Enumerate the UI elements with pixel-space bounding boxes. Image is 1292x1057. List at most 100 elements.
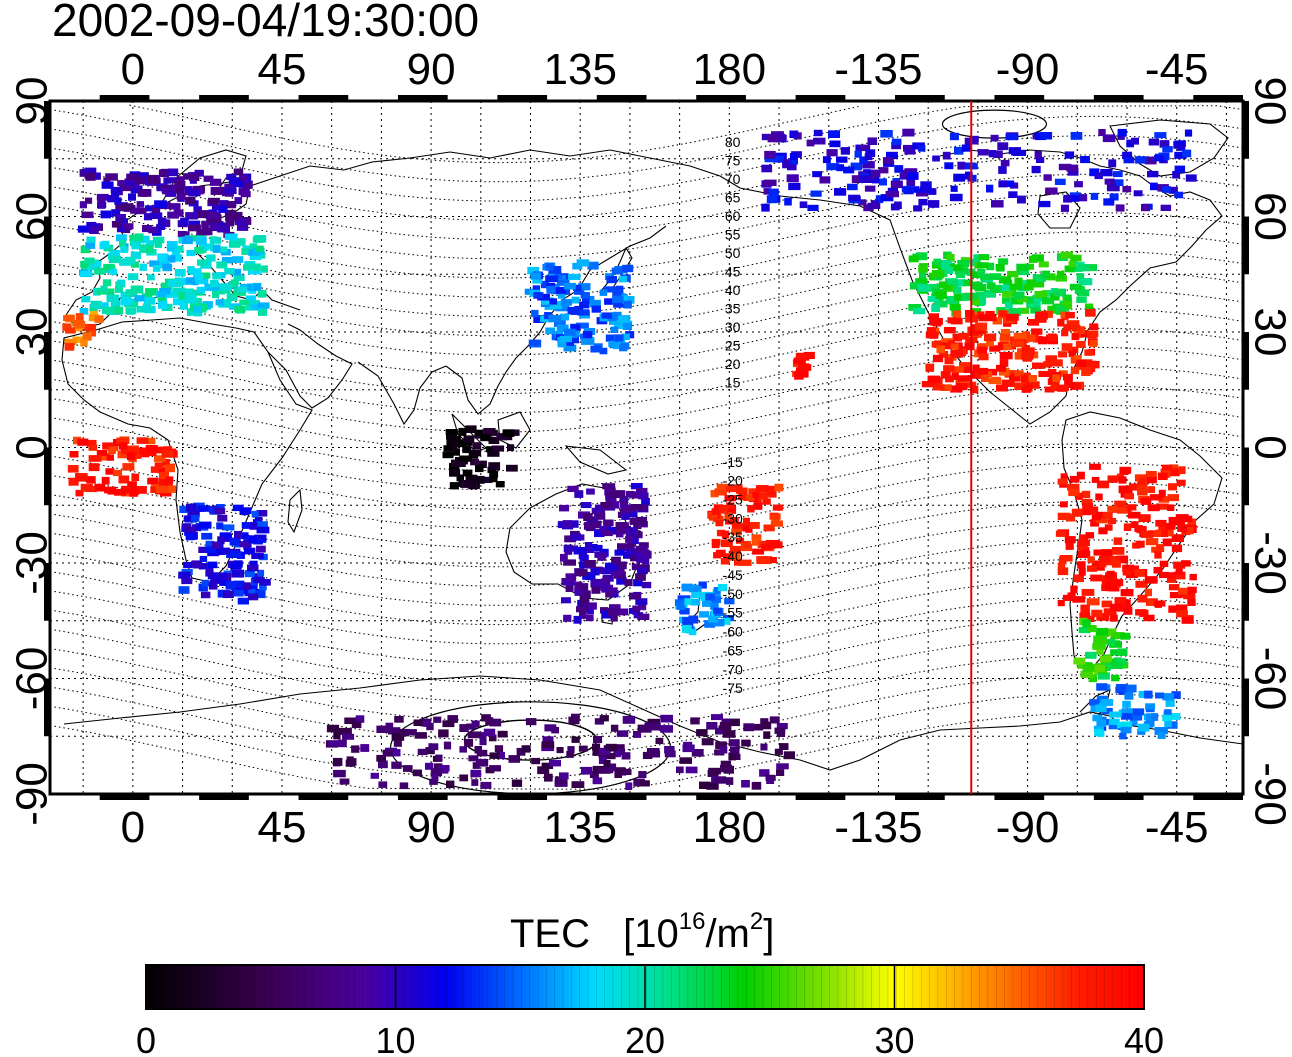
tec-cell xyxy=(589,771,599,778)
tec-cell xyxy=(602,483,616,490)
tec-cell xyxy=(1131,137,1139,145)
tec-cell xyxy=(126,452,136,461)
tec-cell xyxy=(605,334,615,342)
tec-cell xyxy=(957,259,970,268)
tec-cell xyxy=(147,177,160,184)
tec-cell xyxy=(556,324,569,333)
tec-cell xyxy=(428,743,439,751)
tec-cell xyxy=(944,162,954,170)
tec-cell xyxy=(1058,370,1068,377)
tec-cell xyxy=(249,521,258,530)
tec-cell xyxy=(1108,159,1117,168)
border-bar xyxy=(199,95,249,101)
tec-cell xyxy=(621,513,630,520)
coastline-southeast-asia xyxy=(445,225,667,415)
tec-cell xyxy=(487,450,500,457)
tec-cell xyxy=(601,610,614,619)
tec-cell xyxy=(210,279,219,288)
magnetic-contour xyxy=(50,597,1243,683)
tec-cell xyxy=(129,490,138,497)
tec-cell xyxy=(1150,182,1158,191)
tec-cell xyxy=(1017,195,1026,204)
tec-cell xyxy=(1146,477,1157,484)
tec-cell xyxy=(1076,296,1087,303)
tec-cell xyxy=(567,306,580,315)
tec-cell xyxy=(629,517,638,525)
border-bar xyxy=(1243,216,1249,275)
tec-cell xyxy=(913,205,923,212)
tec-cell xyxy=(850,162,863,171)
tec-cell xyxy=(576,534,585,541)
tec-cell xyxy=(932,155,940,162)
tec-cell xyxy=(195,237,207,245)
tec-cell xyxy=(807,204,819,211)
tec-cell xyxy=(1162,146,1173,153)
tec-cell xyxy=(1029,300,1041,308)
tec-cell xyxy=(1099,655,1112,662)
tec-cell xyxy=(1116,684,1128,693)
tec-cell xyxy=(1057,512,1071,520)
tec-cell xyxy=(1168,186,1178,194)
lat-tick-label-left: -60 xyxy=(8,647,57,711)
tec-cell xyxy=(622,333,630,340)
tec-cell xyxy=(580,502,592,509)
tec-cell xyxy=(1056,384,1069,391)
tec-cell xyxy=(231,589,244,597)
tec-cell xyxy=(237,597,249,605)
tec-cell xyxy=(1089,699,1100,706)
coastline-madagascar xyxy=(287,488,303,534)
lat-tick-label-left: 90 xyxy=(8,77,57,126)
tec-cell xyxy=(917,283,931,292)
tec-cell xyxy=(405,729,417,736)
tec-cell xyxy=(612,288,622,297)
tec-cell xyxy=(716,483,730,491)
tec-cell xyxy=(990,285,1001,293)
tec-cell xyxy=(1096,480,1110,489)
tec-cell xyxy=(226,218,235,227)
tec-cell xyxy=(131,473,140,481)
tec-cell xyxy=(333,769,346,778)
tec-cell xyxy=(752,491,761,498)
tec-cell xyxy=(753,502,763,510)
tec-cell xyxy=(1145,703,1156,710)
tec-cell xyxy=(1104,178,1115,185)
tec-cell xyxy=(717,583,728,592)
tec-cell xyxy=(355,715,365,723)
tec-cell xyxy=(998,258,1009,265)
tec-cell xyxy=(456,474,464,482)
tec-cell xyxy=(1176,479,1186,486)
tec-cell xyxy=(80,483,93,492)
border-bar xyxy=(99,95,150,101)
tec-cell xyxy=(131,241,140,250)
tec-cell xyxy=(157,466,166,474)
tec-cell xyxy=(616,730,629,737)
tec-cell xyxy=(93,172,101,180)
tec-cell xyxy=(943,365,955,372)
tec-cell xyxy=(113,469,123,477)
tec-cell xyxy=(1121,708,1134,716)
magnetic-lat-label: -40 xyxy=(723,548,743,564)
tec-cell xyxy=(328,740,342,747)
tec-cell xyxy=(1077,561,1086,569)
tec-cell xyxy=(548,759,561,767)
tec-cell xyxy=(756,556,768,564)
tec-cell xyxy=(204,283,216,291)
tec-cell xyxy=(1087,264,1098,272)
tec-cell xyxy=(1018,307,1029,314)
tec-cell xyxy=(100,285,108,293)
tec-cell xyxy=(433,716,442,723)
tec-cell xyxy=(1086,565,1098,572)
tec-cell xyxy=(531,309,539,318)
tec-cell xyxy=(605,763,617,772)
tec-cell xyxy=(94,315,104,323)
tec-cell xyxy=(446,780,455,789)
tec-cell xyxy=(256,526,270,534)
tec-cell xyxy=(591,305,601,313)
tec-cell xyxy=(376,754,386,762)
tec-cell xyxy=(139,263,147,271)
tec-cell xyxy=(431,773,439,781)
tec-cell xyxy=(193,306,201,313)
tec-cell xyxy=(145,445,158,453)
lat-lon-grid xyxy=(50,101,1243,794)
tec-cell xyxy=(174,180,186,189)
